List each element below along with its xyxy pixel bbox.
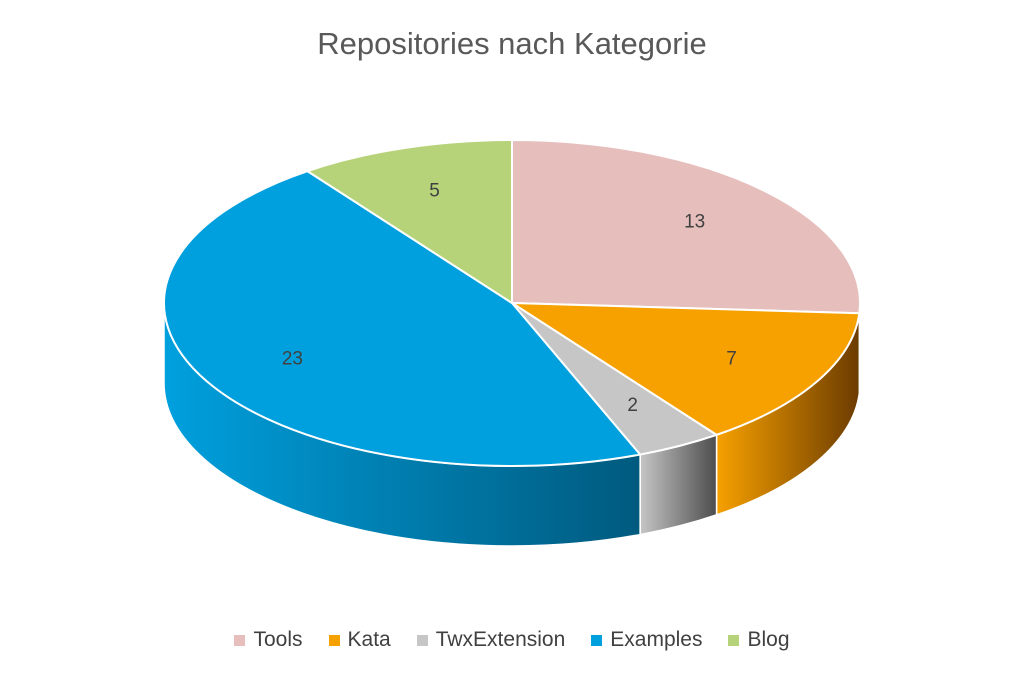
data-label-tools: 13 [684,212,705,233]
pie-slice-tools [511,139,861,315]
legend-label-examples: Examples [610,628,703,651]
data-label-blog: 5 [429,180,440,201]
legend-swatch-examples [591,634,603,646]
data-label-examples: 23 [282,349,303,370]
legend-item-twxextension: TwxExtension [416,628,566,652]
legend-swatch-tools [234,634,246,646]
data-label-twxextension: 2 [627,395,638,416]
legend-item-blog: Blog [728,628,790,652]
pie-slice-kata [511,302,861,436]
pie-slice-examples [163,170,642,467]
legend-swatch-blog [728,634,740,646]
legend: Tools Kata TwxExtension Examples Blog [0,628,1024,652]
legend-item-tools: Tools [234,628,303,652]
chart-title: Repositories nach Kategorie [317,26,707,61]
legend-swatch-kata [328,634,340,646]
data-label-kata: 7 [726,349,737,370]
legend-label-twxextension: TwxExtension [435,628,566,651]
legend-item-examples: Examples [591,628,702,652]
legend-label-blog: Blog [747,628,790,651]
legend-label-tools: Tools [253,628,303,651]
legend-item-kata: Kata [328,628,391,652]
legend-label-kata: Kata [347,628,391,651]
pie-slice-blog [306,139,513,304]
legend-swatch-twxextension [416,634,428,646]
